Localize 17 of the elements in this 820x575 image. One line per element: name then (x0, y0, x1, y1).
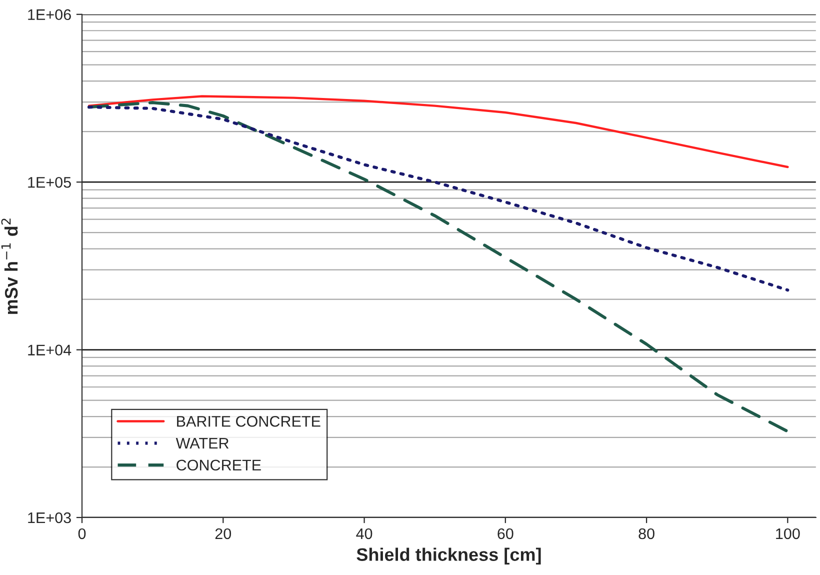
line-series (88, 95, 789, 168)
x-tick-label: 40 (356, 528, 372, 540)
line-series (88, 106, 790, 292)
x-axis-title: Shield thickness [cm] (356, 548, 541, 565)
x-tick-label: 60 (498, 528, 514, 540)
y-axis-title: mSv h$^{−1}$ d$^{2}$ (1, 218, 18, 314)
x-tick-label: 0 (78, 528, 86, 540)
legend-label: WATER (176, 438, 229, 449)
legend-label: CONCRETE (176, 460, 261, 471)
legend-label: BARITE CONCRETE (177, 416, 320, 427)
y-tick-label: 1E+06 (28, 9, 71, 20)
y-tick-label: 1E+03 (28, 512, 71, 524)
y-tick-label: 1E+05 (28, 176, 71, 188)
x-tick-label: 100 (776, 528, 800, 540)
x-tick-label: 20 (215, 528, 232, 540)
y-tick-label: 1E+04 (28, 344, 72, 356)
x-tick-label: 80 (638, 528, 654, 540)
